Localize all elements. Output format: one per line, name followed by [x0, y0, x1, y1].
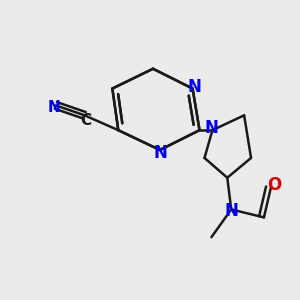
Text: N: N	[47, 100, 60, 115]
Text: N: N	[154, 144, 168, 162]
Text: N: N	[205, 119, 218, 137]
Text: N: N	[188, 78, 202, 96]
Text: C: C	[80, 113, 91, 128]
Text: O: O	[267, 176, 281, 194]
Text: N: N	[224, 202, 238, 220]
